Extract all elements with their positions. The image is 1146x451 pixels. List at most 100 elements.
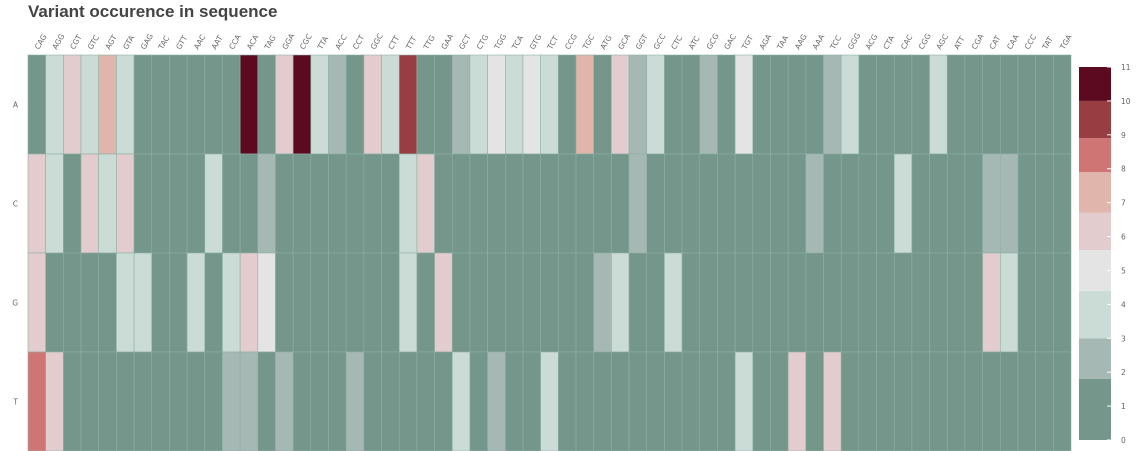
heatmap-cell-G-AGC <box>930 253 948 352</box>
heatmap-cell-G-ACG <box>859 253 877 352</box>
heatmap-cell-T-CCG <box>558 352 576 451</box>
x-tick-label: AGG <box>50 32 66 51</box>
heatmap-cell-A-ACG <box>859 55 877 154</box>
heatmap-cell-T-TAC <box>152 352 170 451</box>
heatmap-cell-C-AGC <box>930 154 948 253</box>
heatmap-cell-G-CGA <box>965 253 983 352</box>
heatmap-cell-T-AGC <box>930 352 948 451</box>
heatmap-cell-G-TAC <box>152 253 170 352</box>
heatmap-cell-A-TTG <box>417 55 435 154</box>
heatmap-cell-G-TGA <box>1053 253 1071 352</box>
heatmap-cell-A-AGT <box>99 55 117 154</box>
heatmap-cell-C-TAA <box>770 154 788 253</box>
heatmap-cell-T-CGC <box>293 352 311 451</box>
heatmap-cell-T-GTA <box>116 352 134 451</box>
x-tick-label: TAA <box>775 33 791 52</box>
x-tick-label: CGA <box>970 32 986 51</box>
heatmap-cell-T-CAC <box>894 352 912 451</box>
heatmap-cell-T-TTG <box>417 352 435 451</box>
heatmap-cell-G-TCC <box>824 253 842 352</box>
colorbar-tick-label: 10 <box>1121 97 1131 106</box>
heatmap-cell-A-CGG <box>912 55 930 154</box>
x-tick-label: AGT <box>103 33 119 51</box>
heatmap-cell-G-ATT <box>947 253 965 352</box>
heatmap-cell-C-GAC <box>717 154 735 253</box>
x-tick-label: GAG <box>139 32 155 51</box>
heatmap-cell-G-CTG <box>470 253 488 352</box>
heatmap-cell-A-AAG <box>788 55 806 154</box>
heatmap-cell-C-AAC <box>187 154 205 253</box>
heatmap-cell-A-CCG <box>558 55 576 154</box>
x-tick-label: CAC <box>899 33 915 51</box>
heatmap-cell-T-TAT <box>1036 352 1054 451</box>
heatmap-cell-A-CAC <box>894 55 912 154</box>
x-tick-label: ATG <box>598 33 613 51</box>
heatmap-cell-G-TCT <box>541 253 559 352</box>
heatmap-cell-G-GCT <box>452 253 470 352</box>
heatmap-cell-T-GTC <box>81 352 99 451</box>
heatmap-cell-A-AAT <box>205 55 223 154</box>
x-tick-label: GTA <box>121 33 137 51</box>
x-tick-label: CCG <box>563 32 579 51</box>
heatmap-cell-T-TAA <box>770 352 788 451</box>
x-tick-label: AAG <box>793 32 809 51</box>
heatmap-cell-A-AAC <box>187 55 205 154</box>
y-tick-label: G <box>12 299 18 308</box>
heatmap-cell-G-CAC <box>894 253 912 352</box>
heatmap-cell-A-GGA <box>275 55 293 154</box>
heatmap-cell-T-TTA <box>311 352 329 451</box>
x-tick-label: GCG <box>705 32 721 51</box>
heatmap-cell-C-ATT <box>947 154 965 253</box>
heatmap-cell-T-TCC <box>824 352 842 451</box>
heatmap-cell-G-TTA <box>311 253 329 352</box>
heatmap-cell-T-ATT <box>947 352 965 451</box>
heatmap-cell-T-TGC <box>576 352 594 451</box>
x-tick-label: TAG <box>262 34 278 52</box>
heatmap-cell-G-AAT <box>205 253 223 352</box>
heatmap-cell-G-GTA <box>116 253 134 352</box>
heatmap-cell-A-GTG <box>523 55 541 154</box>
heatmap-cells <box>28 55 1071 451</box>
heatmap-cell-T-CAG <box>28 352 46 451</box>
heatmap-cell-C-CGG <box>912 154 930 253</box>
heatmap-cell-G-CGC <box>293 253 311 352</box>
colorbar-segment <box>1079 101 1111 138</box>
heatmap-cell-T-TTT <box>399 352 417 451</box>
heatmap-cell-A-GCT <box>452 55 470 154</box>
heatmap-cell-T-AAC <box>187 352 205 451</box>
heatmap-cell-G-TCA <box>505 253 523 352</box>
colorbar-tick-label: 8 <box>1121 165 1126 174</box>
x-tick-label: GCA <box>616 32 632 51</box>
heatmap-cell-T-TGA <box>1053 352 1071 451</box>
heatmap-cell-T-ACA <box>240 352 258 451</box>
heatmap-cell-G-AGA <box>753 253 771 352</box>
x-tick-label: CTT <box>386 34 401 51</box>
heatmap-cell-C-TGC <box>576 154 594 253</box>
heatmap-cell-C-CGC <box>293 154 311 253</box>
heatmap-cell-G-GTG <box>523 253 541 352</box>
heatmap-cell-G-CTA <box>877 253 895 352</box>
heatmap-cell-A-GTA <box>116 55 134 154</box>
heatmap-cell-G-ATG <box>594 253 612 352</box>
heatmap-cell-C-CCG <box>558 154 576 253</box>
heatmap-cell-C-TTA <box>311 154 329 253</box>
heatmap-cell-C-GAG <box>134 154 152 253</box>
x-tick-label: CAT <box>987 34 1002 51</box>
heatmap-cell-T-GCC <box>647 352 665 451</box>
heatmap-cell-A-ATT <box>947 55 965 154</box>
x-tick-label: CCC <box>1023 33 1039 51</box>
heatmap-cell-A-ATG <box>594 55 612 154</box>
heatmap-cell-T-CTC <box>664 352 682 451</box>
x-tick-label: TGA <box>1058 32 1074 52</box>
heatmap-cell-G-CTC <box>664 253 682 352</box>
heatmap-cell-G-TGT <box>735 253 753 352</box>
heatmap-cell-A-AAA <box>806 55 824 154</box>
colorbar-segment <box>1079 213 1111 250</box>
heatmap-cell-G-AGG <box>46 253 64 352</box>
heatmap-cell-T-GGC <box>364 352 382 451</box>
heatmap-cell-C-TGA <box>1053 154 1071 253</box>
x-tick-label: CTC <box>669 34 684 51</box>
heatmap-cell-T-GCT <box>452 352 470 451</box>
heatmap-cell-A-TAT <box>1036 55 1054 154</box>
heatmap-cell-A-GTC <box>81 55 99 154</box>
